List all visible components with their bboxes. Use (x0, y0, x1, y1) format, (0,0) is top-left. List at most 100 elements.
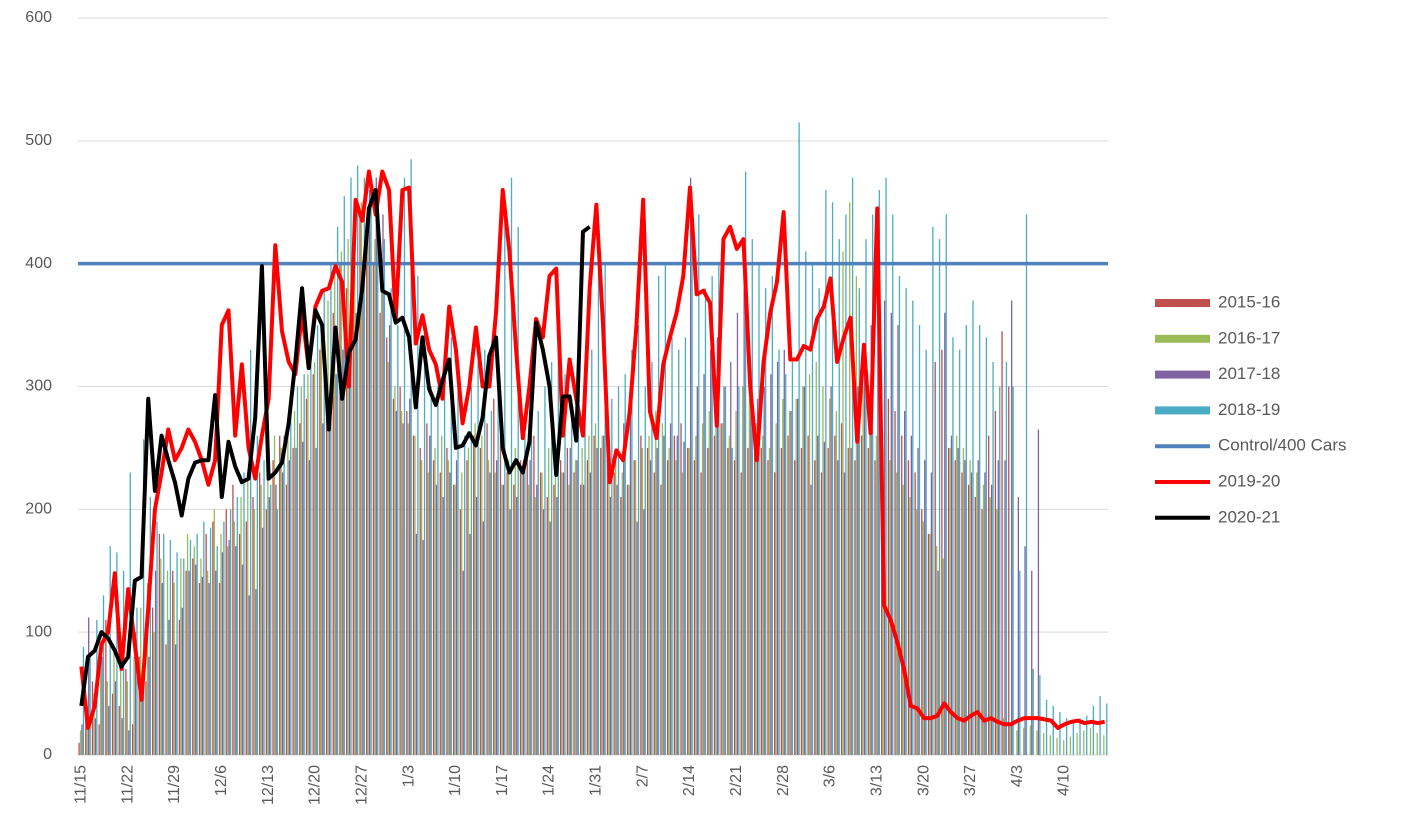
bar (1036, 730, 1038, 755)
bar (180, 558, 182, 755)
bar (447, 460, 450, 755)
bar (814, 460, 816, 755)
bar (490, 411, 493, 755)
bar (823, 441, 826, 755)
bar (999, 386, 1001, 755)
bar (693, 460, 696, 755)
bar (402, 423, 404, 755)
bar (875, 435, 878, 755)
bar (546, 497, 548, 755)
bar (330, 263, 332, 755)
bar (707, 447, 709, 755)
bar (820, 472, 823, 755)
bar (768, 447, 771, 755)
bar (181, 607, 183, 755)
bar (174, 644, 177, 755)
bar (260, 484, 262, 755)
bar (482, 521, 484, 755)
bar (835, 411, 837, 755)
bar (1063, 740, 1065, 755)
bar (93, 693, 95, 755)
bar (138, 656, 140, 755)
bar (867, 447, 869, 755)
bar (626, 484, 629, 755)
x-tick-label: 4/3 (1009, 765, 1026, 787)
bar (443, 349, 446, 755)
bar (334, 275, 336, 755)
bar (335, 374, 337, 755)
bar (524, 411, 526, 755)
bar (363, 177, 366, 755)
bar (1043, 732, 1045, 755)
bar (322, 423, 324, 755)
bar (114, 681, 117, 755)
bar (131, 724, 134, 755)
bar (736, 312, 739, 755)
bar (261, 527, 264, 755)
bar (930, 472, 933, 755)
bar (1024, 546, 1026, 755)
bar (166, 570, 169, 755)
bar (1039, 675, 1041, 755)
bar (1002, 718, 1005, 755)
bar (944, 312, 946, 755)
bar (255, 589, 257, 755)
bar (397, 325, 399, 755)
bar (235, 546, 237, 755)
bar (437, 386, 439, 755)
bar (589, 472, 591, 755)
bar (985, 337, 988, 755)
bar (962, 447, 965, 755)
bar (281, 472, 284, 755)
bar (796, 398, 799, 755)
bar (895, 472, 898, 755)
x-tick-label: 3/13 (868, 765, 885, 796)
bar (509, 509, 511, 755)
bar (1065, 718, 1068, 755)
bar (621, 472, 623, 755)
bar (267, 460, 269, 755)
bar (454, 484, 456, 755)
bar (648, 435, 650, 755)
bar (802, 386, 804, 755)
bar (357, 165, 359, 755)
bar (990, 484, 993, 755)
bar (407, 423, 409, 755)
bar (989, 497, 991, 755)
bar (243, 472, 245, 755)
bar (526, 447, 528, 755)
bar (748, 398, 751, 755)
bar (629, 386, 632, 755)
bar (477, 361, 479, 755)
bar (938, 239, 941, 756)
bar (774, 472, 776, 755)
bar (934, 361, 936, 755)
bar (300, 386, 302, 755)
bar (668, 447, 670, 755)
bar (965, 325, 967, 755)
legend-label: 2016-17 (1218, 328, 1280, 347)
bar (623, 423, 625, 755)
bar (220, 533, 222, 755)
bar (559, 460, 562, 755)
bar (487, 460, 490, 755)
bar (661, 423, 664, 755)
bar (700, 472, 702, 755)
bar (343, 196, 345, 755)
bar (655, 411, 657, 755)
bar (1059, 712, 1061, 755)
bar (720, 423, 722, 755)
bar (208, 583, 210, 755)
bar (248, 595, 250, 755)
bar (325, 411, 328, 755)
bar (533, 435, 535, 755)
bar (415, 533, 418, 755)
x-tick-label: 12/20 (307, 765, 324, 805)
bar (165, 644, 167, 755)
bar (721, 423, 724, 755)
bar (974, 497, 976, 755)
bar (687, 447, 689, 755)
bar (549, 521, 551, 755)
bar (218, 583, 221, 755)
legend-label: 2015-16 (1218, 292, 1280, 311)
